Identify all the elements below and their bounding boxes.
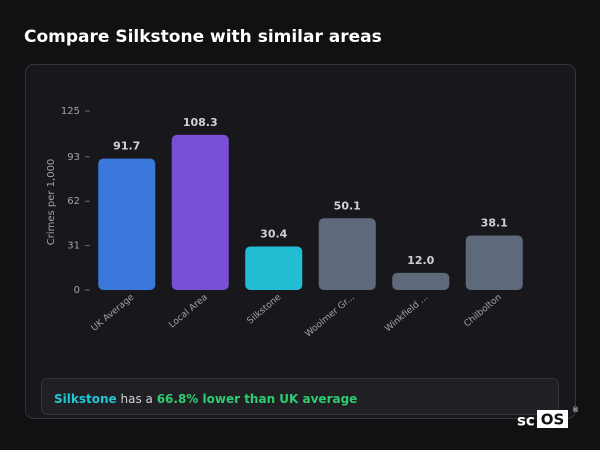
card [25,64,576,419]
value-label: 108.3 [183,116,218,129]
value-label: 12.0 [407,254,434,267]
chart-title: Compare Silkstone with similar areas [24,27,382,47]
logo-box [537,410,568,428]
summary-highlight: 66.8% lower than UK average [157,392,358,406]
value-label: 50.1 [334,199,361,212]
logo-prefix: sc [517,412,535,430]
summary-box [41,378,559,415]
y-axis-label: Crimes per 1,000 [46,159,57,246]
y-tick-label: 0 [74,285,80,296]
bar [245,246,303,290]
summary-text: has a [120,392,152,406]
logo-boxed: OS [541,411,565,429]
y-tick-label: 62 [67,196,80,207]
bar [465,235,523,290]
value-label: 30.4 [260,227,287,240]
summary-area: Silkstone [54,392,117,406]
bar [318,218,376,290]
value-label: 38.1 [481,216,508,229]
bar [171,134,229,290]
bar [392,272,450,290]
y-tick-label: 125 [61,106,80,117]
value-label: 91.7 [113,140,140,153]
bar [98,158,156,290]
y-tick-label: 93 [67,152,80,163]
logo-mark: ® [572,406,579,414]
y-tick-label: 31 [67,241,80,252]
summary: Silkstone has a 66.8% lower than UK aver… [54,392,357,406]
